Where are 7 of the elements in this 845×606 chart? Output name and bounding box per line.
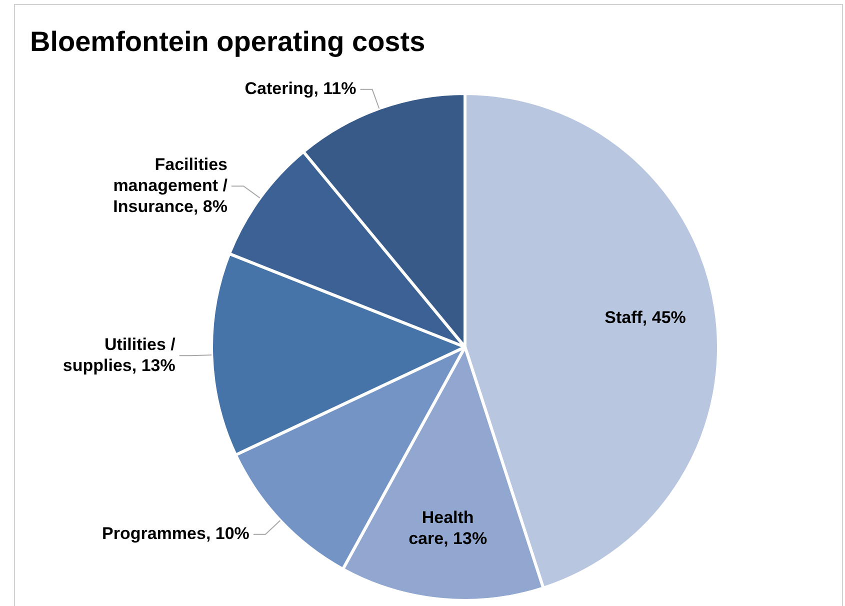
chart-title: Bloemfontein operating costs [30,26,426,58]
slice-label: Utilities / supplies, 13% [62,334,176,375]
slice-label: Catering, 11% [244,79,356,98]
slice-label: Facilities management / Insurance, 8% [113,154,228,216]
slice-label: Programmes, 10% [102,524,250,544]
slice-label: Health care, 13% [408,508,488,548]
slice-label: Staff, 45% [604,308,686,328]
